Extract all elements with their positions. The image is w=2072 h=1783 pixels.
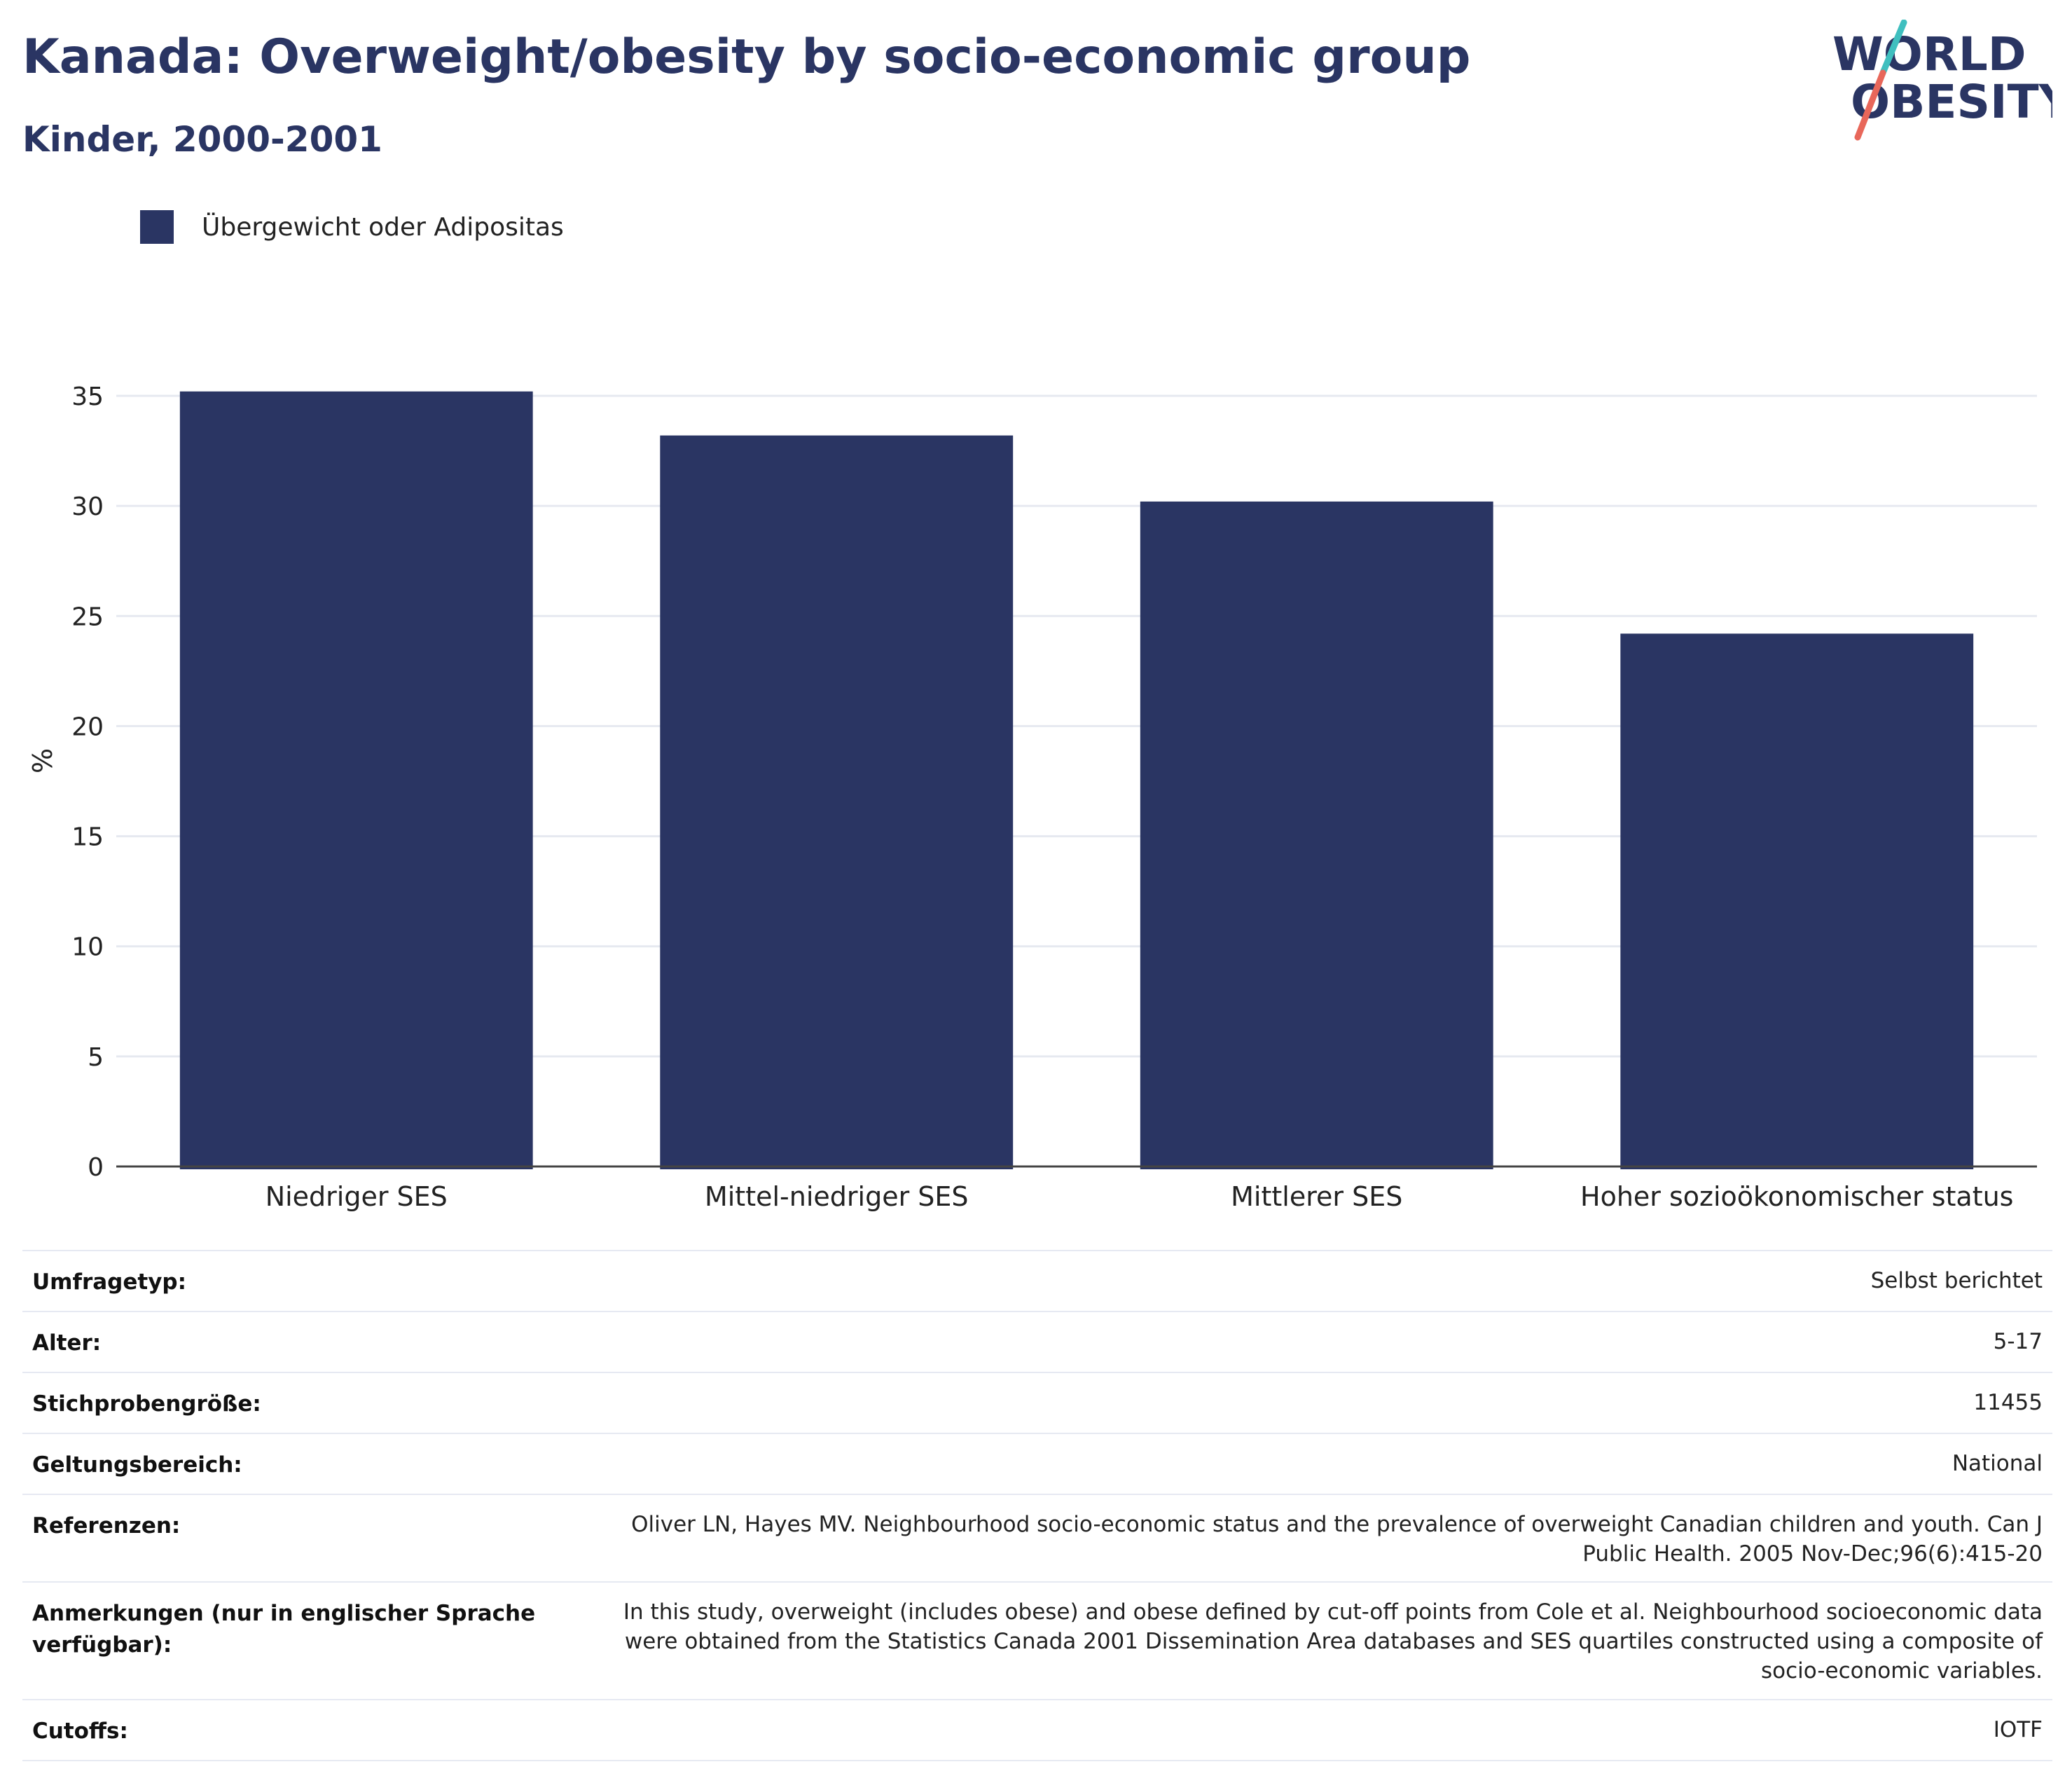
x-tick-labels: Niedriger SES Mittel-niedriger SES Mittler… bbox=[265, 1181, 2014, 1212]
chart-subtitle: Kinder, 2000-2001 bbox=[22, 119, 382, 160]
bars bbox=[179, 391, 1974, 1169]
info-table: Umfragetyp: Selbst berichtet Alter: 5-17 Sti… bbox=[22, 1250, 2052, 1761]
y-axis-label: % bbox=[27, 748, 58, 773]
x-tick-label: Mittel-niedriger SES bbox=[705, 1181, 969, 1212]
info-value: 11455 bbox=[1973, 1389, 2043, 1415]
info-value: National bbox=[1952, 1450, 2043, 1476]
logo-line2: OBESITY bbox=[1851, 75, 2052, 129]
bar[interactable] bbox=[1620, 633, 1974, 1169]
y-tick-label: 0 bbox=[88, 1153, 104, 1182]
info-label: Referenzen: bbox=[32, 1513, 181, 1538]
info-label: Anmerkungen (nur in englischer Sprache v… bbox=[32, 1601, 536, 1658]
legend-swatch bbox=[140, 210, 174, 244]
legend-label: Übergewicht oder Adipositas bbox=[202, 212, 564, 242]
y-tick-label: 5 bbox=[88, 1043, 104, 1072]
info-value: Selbst berichtet bbox=[1870, 1268, 2043, 1293]
chart-legend[interactable]: Übergewicht oder Adipositas bbox=[140, 207, 564, 247]
logo-line1: WORLD bbox=[1832, 27, 2026, 81]
x-tick-label: Mittlerer SES bbox=[1231, 1181, 1402, 1212]
chart-title: Kanada: Overweight/obesity by socio-econ… bbox=[22, 29, 1471, 85]
info-value: 5-17 bbox=[1993, 1328, 2043, 1354]
info-label: Umfragetyp: bbox=[32, 1269, 186, 1295]
y-tick-label: 15 bbox=[71, 823, 104, 852]
info-row: Umfragetyp: Selbst berichtet bbox=[22, 1251, 2052, 1312]
bar[interactable] bbox=[660, 435, 1014, 1169]
logo-slash-bottom bbox=[1854, 69, 1886, 141]
info-value: Oliver LN, Hayes MV. Neighbourhood socio… bbox=[631, 1511, 2043, 1567]
info-label: Cutoffs: bbox=[32, 1718, 128, 1744]
x-tick-label: Hoher sozioökonomischer status bbox=[1580, 1181, 2013, 1212]
y-tick-label: 10 bbox=[71, 933, 104, 962]
info-label: Alter: bbox=[32, 1330, 102, 1356]
info-row: Stichprobengröße: 11455 bbox=[22, 1373, 2052, 1434]
info-row: Anmerkungen (nur in englischer Sprache v… bbox=[22, 1583, 2052, 1700]
info-row: Referenzen: Oliver LN, Hayes MV. Neighbou… bbox=[22, 1495, 2052, 1583]
info-label: Stichprobengröße: bbox=[32, 1391, 261, 1417]
info-row: Cutoffs: IOTF bbox=[22, 1700, 2052, 1761]
bar[interactable] bbox=[179, 391, 533, 1169]
info-label: Geltungsbereich: bbox=[32, 1452, 242, 1478]
info-value: In this study, overweight (includes obes… bbox=[623, 1599, 2043, 1684]
y-tick-label: 25 bbox=[71, 603, 104, 631]
info-row: Alter: 5-17 bbox=[22, 1312, 2052, 1373]
y-tick-label: 35 bbox=[71, 383, 104, 411]
info-row: Geltungsbereich: National bbox=[22, 1434, 2052, 1495]
y-tick-labels: 0 5 10 15 20 25 30 35 bbox=[71, 383, 104, 1182]
info-value: IOTF bbox=[1993, 1716, 2043, 1742]
y-tick-label: 20 bbox=[71, 712, 104, 741]
logo-slash-top bbox=[1879, 20, 1907, 76]
world-obesity-logo: WORLD OBESITY bbox=[1832, 20, 2052, 141]
bar-chart: 0 5 10 15 20 25 30 35 Niedriger SES Mittel-niedr… bbox=[27, 383, 2037, 1212]
x-tick-label: Niedriger SES bbox=[265, 1181, 448, 1212]
bar[interactable] bbox=[1140, 501, 1493, 1169]
y-tick-label: 30 bbox=[71, 493, 104, 521]
